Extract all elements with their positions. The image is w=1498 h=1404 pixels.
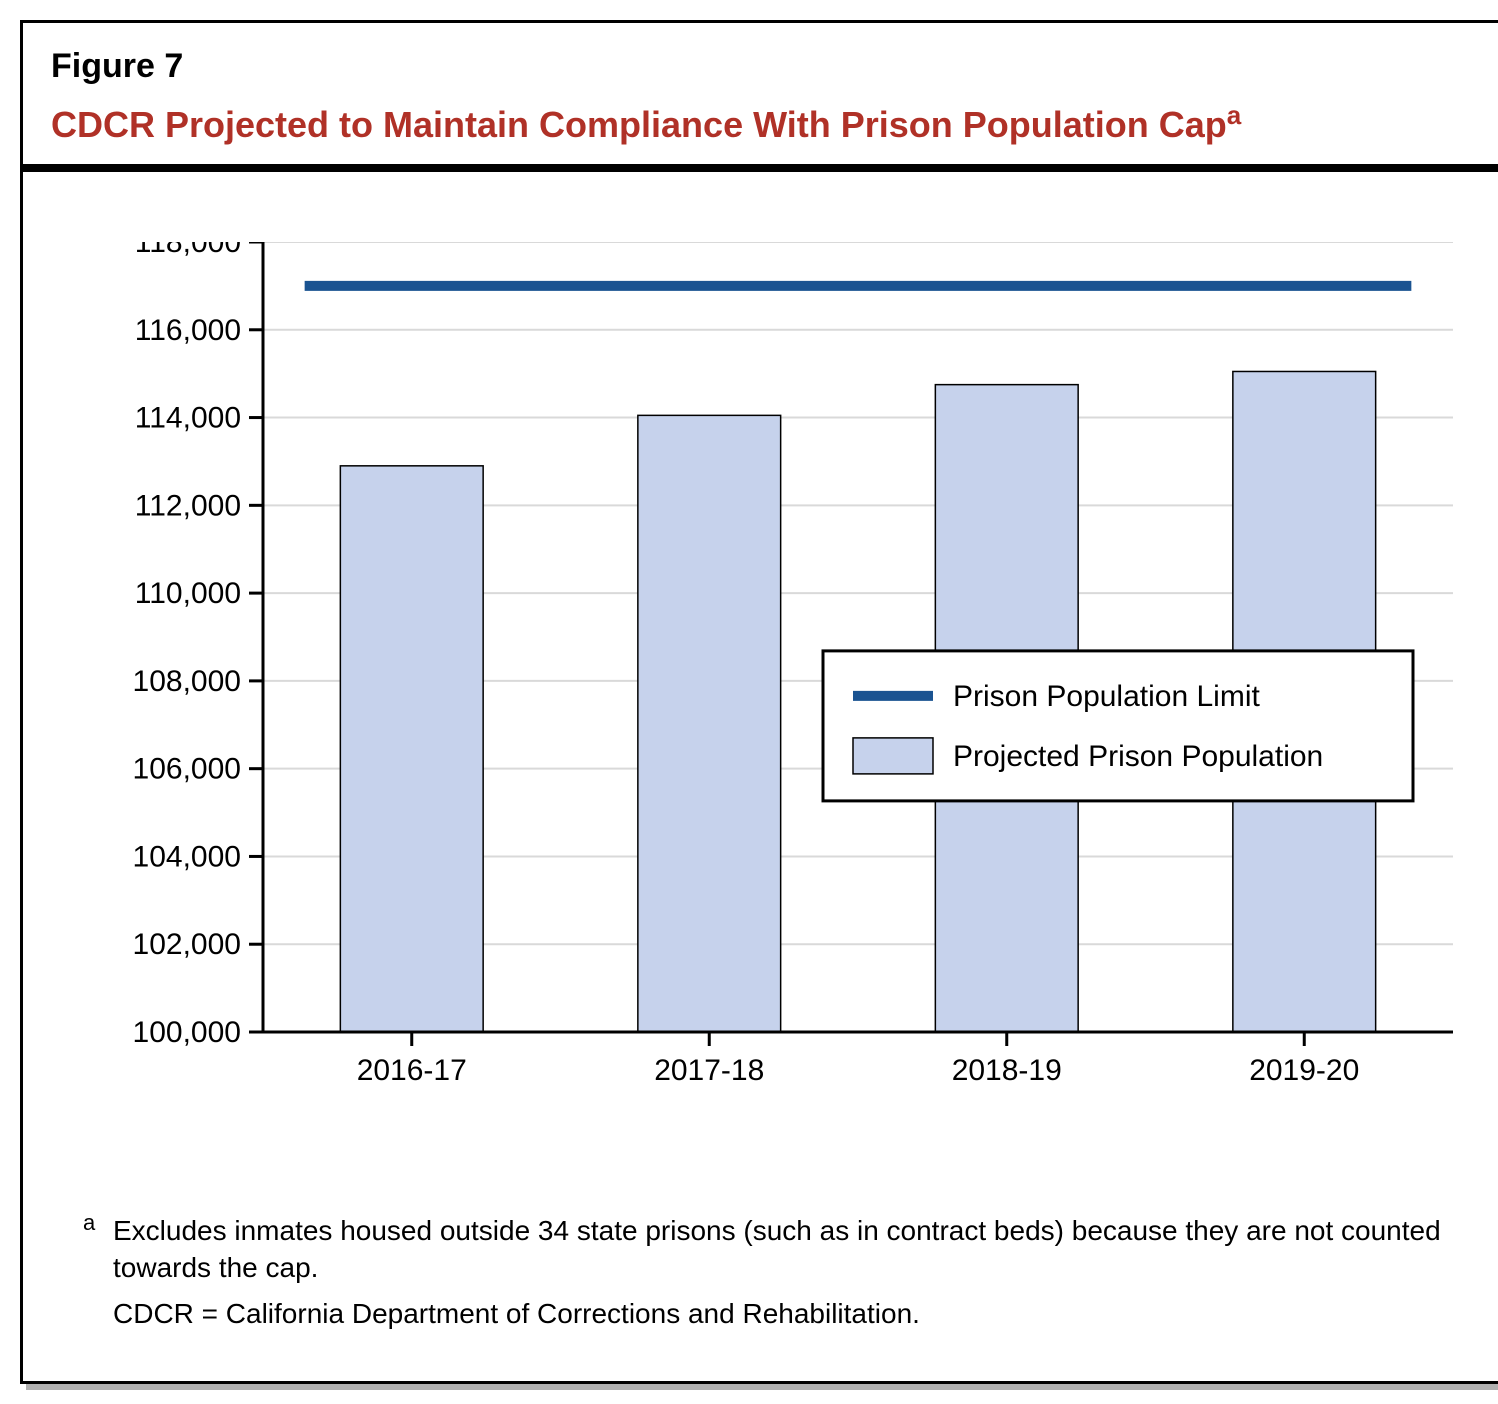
svg-text:106,000: 106,000: [133, 753, 241, 786]
figure-header: Figure 7 CDCR Projected to Maintain Comp…: [23, 23, 1498, 172]
figure-title-sup: a: [1227, 100, 1241, 130]
svg-text:Prison Population Limit: Prison Population Limit: [953, 680, 1260, 713]
footnote-a-marker: a: [83, 1208, 113, 1284]
svg-text:114,000: 114,000: [135, 402, 241, 435]
bar-chart: 100,000 102,000 104,000 106,000 108,000 110,0…: [63, 242, 1481, 1122]
figure-title-text: CDCR Projected to Maintain Compliance Wi…: [51, 104, 1227, 145]
footnotes: a Excludes inmates housed outside 34 sta…: [83, 1212, 1455, 1341]
svg-text:2018-19: 2018-19: [952, 1054, 1062, 1087]
figure-container: Figure 7 CDCR Projected to Maintain Comp…: [20, 20, 1498, 1384]
svg-text:2017-18: 2017-18: [654, 1054, 764, 1087]
svg-text:102,000: 102,000: [133, 928, 241, 961]
svg-text:108,000: 108,000: [133, 665, 241, 698]
figure-number: Figure 7: [51, 47, 1487, 86]
svg-text:2019-20: 2019-20: [1249, 1054, 1359, 1087]
chart-area: 100,000 102,000 104,000 106,000 108,000 110,0…: [23, 172, 1498, 1122]
footnote-def-text: CDCR = California Department of Correcti…: [113, 1295, 1455, 1333]
footnote-def: CDCR = California Department of Correcti…: [83, 1295, 1455, 1333]
svg-text:100,000: 100,000: [133, 1016, 241, 1049]
svg-text:Projected Prison Population: Projected Prison Population: [953, 740, 1323, 773]
svg-text:110,000: 110,000: [135, 577, 241, 610]
footnote-def-spacer: [83, 1291, 113, 1329]
svg-text:118,000: 118,000: [135, 242, 241, 259]
svg-text:104,000: 104,000: [133, 841, 241, 874]
footnote-a-text: Excludes inmates housed outside 34 state…: [113, 1212, 1455, 1288]
svg-text:116,000: 116,000: [135, 314, 241, 347]
figure-title: CDCR Projected to Maintain Compliance Wi…: [51, 100, 1487, 146]
svg-text:2016-17: 2016-17: [357, 1054, 467, 1087]
svg-text:112,000: 112,000: [135, 490, 241, 523]
footnote-a: a Excludes inmates housed outside 34 sta…: [83, 1212, 1455, 1288]
